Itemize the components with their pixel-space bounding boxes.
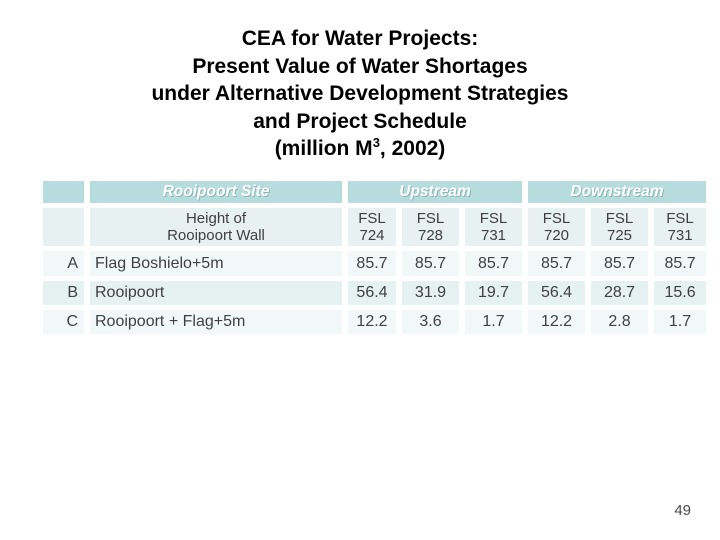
row-c-label: C [43,310,84,334]
row-a-value-2: 85.7 [465,251,523,276]
wall-height-line1: Height of [185,210,247,227]
slide-title: CEA for Water Projects: Present Value of… [0,25,720,163]
table-row-c: C Rooipoort + Flag+5m 12.2 3.6 1.7 12.2 … [43,310,707,334]
subheader-fsl-col-2: FSL 731 [465,208,523,246]
header-upstream: Upstream [348,181,523,203]
row-b-value-1: 31.9 [402,281,459,305]
row-a-value-4: 85.7 [591,251,649,276]
title-unit-prefix: (million M [274,137,373,160]
row-b-strategy-name: Rooipoort [90,281,342,305]
subheader-fsl-col-1: FSL 728 [402,208,459,246]
header-downstream: Downstream [528,181,707,203]
row-a-value-1: 85.7 [402,251,459,276]
table-row-a: A Flag Boshielo+5m 85.7 85.7 85.7 85.7 8… [43,251,707,276]
subheader-fsl-col-4: FSL 725 [591,208,649,246]
subheader-fsl-col-0: FSL 724 [348,208,396,246]
row-b-value-4: 28.7 [591,281,649,305]
water-shortages-table: Rooipoort Site Upstream Downstream Heigh… [37,176,712,339]
subheader-wall-height: Height of Rooipoort Wall [90,208,342,246]
title-line-3: under Alternative Development Strategies [151,82,569,105]
row-b-value-0: 56.4 [348,281,396,305]
row-b-label: B [43,281,84,305]
row-a-strategy-name: Flag Boshielo+5m [90,251,342,276]
title-line-4: and Project Schedule [253,109,467,133]
row-a-value-0: 85.7 [348,251,396,276]
subheader-fsl-col-3: FSL 720 [528,208,586,246]
header-empty-cell [43,181,84,203]
row-a-value-5: 85.7 [654,251,707,276]
row-c-strategy-name: Rooipoort + Flag+5m [90,310,342,334]
title-line-2: Present Value of Water Shortages [192,54,528,78]
row-c-value-2: 1.7 [465,310,523,334]
subheader-empty-cell [43,208,84,246]
row-b-value-3: 56.4 [528,281,586,305]
title-unit-superscript: 3 [372,135,380,150]
row-b-value-2: 19.7 [465,281,523,305]
slide-page-number: 49 [674,502,691,519]
subheader-fsl-col-5: FSL 731 [654,208,707,246]
row-c-value-3: 12.2 [528,310,586,334]
table-row-b: B Rooipoort 56.4 31.9 19.7 56.4 28.7 15.… [43,281,707,305]
row-c-value-5: 1.7 [654,310,707,334]
title-unit-suffix: , 2002) [379,137,446,160]
title-units-line: (million M3, 2002) [0,135,720,163]
row-c-value-0: 12.2 [348,310,396,334]
row-c-value-4: 2.8 [591,310,649,334]
row-b-value-5: 15.6 [654,281,707,305]
row-a-value-3: 85.7 [528,251,586,276]
row-a-label: A [43,251,84,276]
wall-height-line2: Rooipoort Wall [167,227,265,244]
header-rooipoort-site: Rooipoort Site [90,181,342,203]
table-subheader-row: Height of Rooipoort Wall FSL 724 FSL 728 FS… [43,208,707,246]
row-c-value-1: 3.6 [402,310,459,334]
table-header-row: Rooipoort Site Upstream Downstream [43,181,707,203]
title-line-1: CEA for Water Projects: [241,27,479,50]
